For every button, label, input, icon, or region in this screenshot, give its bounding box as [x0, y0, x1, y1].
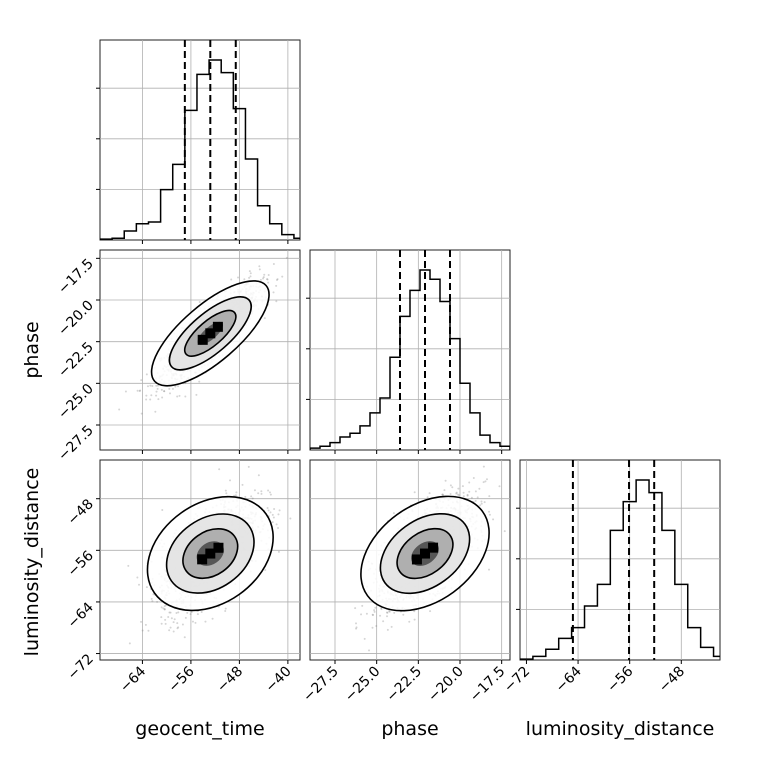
- x-tick-label: −40: [263, 664, 295, 696]
- x-tick-label: −48: [214, 664, 246, 696]
- density-peak: [428, 542, 439, 553]
- y-axis-label-phase: phase: [21, 321, 43, 378]
- panel-hist-phase: [309, 249, 511, 451]
- density-peak: [205, 328, 216, 339]
- x-tick-label: −64: [117, 663, 149, 695]
- density-peak: [411, 554, 422, 565]
- x-axis-label-luminosity-distance: luminosity_distance: [526, 718, 715, 740]
- x-tick-label: −64: [553, 663, 585, 695]
- y-tick-label: −25.0: [55, 381, 97, 423]
- density-peak: [213, 542, 224, 553]
- contour-line: [396, 527, 454, 580]
- x-tick-label: −48: [656, 664, 688, 696]
- panel-hist-luminosity-distance: [519, 459, 721, 661]
- y-tick-label: −22.5: [55, 339, 97, 381]
- contour-line: [182, 528, 239, 580]
- y-axis-label-luminosity-distance: luminosity_distance: [21, 468, 43, 657]
- contour-line: [165, 513, 255, 594]
- y-tick-label: −72: [65, 651, 97, 683]
- x-tick-label: −20.0: [425, 664, 467, 706]
- contour-line: [360, 495, 490, 612]
- histogram-geocent_time: [100, 59, 300, 240]
- density-peak: [420, 548, 430, 559]
- y-tick-label: −17.5: [55, 256, 97, 298]
- x-axis-label-geocent-time: geocent_time: [135, 718, 264, 740]
- density-peak: [212, 321, 223, 332]
- contour-line: [168, 296, 252, 371]
- x-tick-label: −56: [166, 663, 198, 695]
- x-tick-label: −56: [604, 663, 636, 695]
- x-tick-label: −72: [501, 664, 533, 696]
- panel-scatter-geocent-time-luminosity-distance: [99, 459, 301, 661]
- y-tick-label: −27.5: [55, 423, 97, 465]
- x-tick-label: −22.5: [384, 664, 426, 706]
- contour-line: [183, 309, 237, 357]
- contour-line: [146, 495, 274, 612]
- density-peak: [205, 548, 216, 559]
- x-axis-label-phase: phase: [381, 718, 438, 740]
- contour-line: [379, 512, 471, 595]
- density-peak: [197, 554, 208, 565]
- y-tick-label: −48: [65, 496, 97, 528]
- panel-scatter-geocent-time-phase: [99, 249, 301, 451]
- x-tick-label: −25.0: [342, 664, 384, 706]
- x-tick-label: −27.5: [300, 664, 342, 706]
- panel-scatter-phase-luminosity-distance: [309, 459, 511, 661]
- histogram-luminosity_distance: [520, 479, 720, 660]
- density-peak: [197, 334, 208, 345]
- y-tick-label: −64: [65, 599, 97, 631]
- panel-hist-geocent-time: [99, 39, 301, 241]
- y-tick-label: −20.0: [55, 298, 97, 340]
- y-tick-label: −56: [65, 548, 97, 580]
- contour-line: [150, 280, 270, 387]
- histogram-phase: [310, 269, 510, 450]
